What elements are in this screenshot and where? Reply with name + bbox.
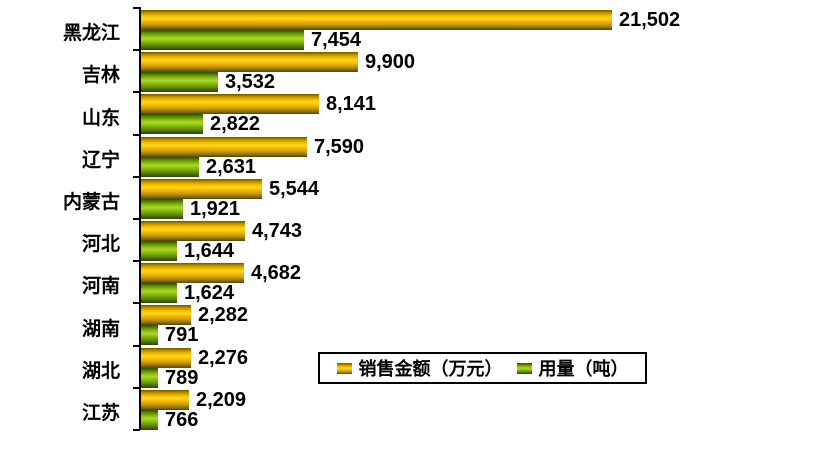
usage-bar bbox=[141, 156, 199, 177]
axis-tick bbox=[133, 260, 140, 263]
axis-tick bbox=[133, 175, 140, 178]
usage-value-label: 2,822 bbox=[210, 113, 261, 136]
category-label: 江苏 bbox=[81, 402, 120, 424]
sales-value-label: 9,900 bbox=[365, 51, 416, 74]
sales-bar bbox=[141, 347, 191, 368]
usage-bar bbox=[141, 198, 183, 219]
sales-value-label: 7,590 bbox=[314, 135, 365, 158]
usage-value-label: 1,921 bbox=[190, 197, 241, 220]
usage-bar bbox=[141, 409, 158, 430]
sales-legend-swatch-icon bbox=[336, 362, 352, 374]
usage-value-label: 1,624 bbox=[184, 282, 235, 305]
category-label: 内蒙古 bbox=[62, 191, 120, 213]
sales-bar bbox=[141, 178, 262, 199]
category-label: 湖南 bbox=[81, 318, 120, 340]
legend-label: 销售金额（万元） bbox=[358, 359, 503, 379]
category-label: 河北 bbox=[81, 234, 120, 256]
category-label: 山东 bbox=[81, 107, 120, 129]
sales-bar bbox=[141, 221, 245, 241]
usage-bar bbox=[141, 241, 177, 261]
sales-bar bbox=[141, 94, 319, 115]
usage-value-label: 766 bbox=[165, 408, 199, 431]
usage-bar bbox=[141, 283, 177, 304]
category-label: 辽宁 bbox=[81, 149, 120, 171]
category-label: 河南 bbox=[81, 276, 120, 298]
axis-tick bbox=[133, 133, 140, 136]
sales-value-label: 4,743 bbox=[252, 220, 303, 242]
sales-bar bbox=[141, 389, 189, 410]
usage-bar bbox=[141, 325, 158, 346]
category-label: 吉林 bbox=[81, 65, 120, 87]
usage-bar bbox=[141, 72, 218, 93]
axis-tick bbox=[133, 302, 140, 305]
legend-item: 销售金额（万元） bbox=[336, 355, 503, 381]
sales-value-label: 4,682 bbox=[251, 262, 302, 285]
usage-bar bbox=[141, 30, 304, 50]
legend-box: 销售金额（万元） 用量（吨） bbox=[318, 352, 647, 384]
axis-tick bbox=[133, 91, 140, 94]
legend-item: 用量（吨） bbox=[516, 355, 629, 381]
axis-tick bbox=[133, 49, 140, 52]
usage-value-label: 2,631 bbox=[206, 155, 257, 178]
sales-bar bbox=[141, 52, 358, 73]
sales-value-label: 21,502 bbox=[619, 9, 681, 31]
axis-tick bbox=[133, 344, 140, 347]
sales-value-label: 2,276 bbox=[198, 346, 249, 369]
sales-bar bbox=[141, 10, 612, 30]
axis-tick bbox=[133, 218, 140, 220]
sales-bar bbox=[141, 136, 307, 157]
legend-label: 用量（吨） bbox=[538, 359, 629, 379]
sales-value-label: 5,544 bbox=[269, 177, 320, 200]
sales-bar bbox=[141, 305, 191, 326]
usage-value-label: 1,644 bbox=[184, 240, 235, 262]
sales-value-label: 8,141 bbox=[326, 93, 377, 116]
sales-value-label: 2,209 bbox=[196, 388, 247, 411]
usage-value-label: 3,532 bbox=[225, 71, 276, 94]
usage-value-label: 789 bbox=[165, 366, 199, 389]
sales-value-label: 2,282 bbox=[198, 304, 249, 327]
usage-value-label: 791 bbox=[165, 324, 199, 347]
axis-tick bbox=[133, 7, 140, 9]
axis-tick bbox=[133, 386, 140, 389]
usage-value-label: 7,454 bbox=[311, 29, 362, 51]
category-label: 湖北 bbox=[81, 360, 120, 382]
usage-bar bbox=[141, 114, 203, 135]
y-axis-line bbox=[139, 7, 141, 430]
axis-tick bbox=[133, 429, 140, 431]
category-label: 黑龙江 bbox=[62, 23, 120, 45]
usage-legend-swatch-icon bbox=[516, 362, 532, 374]
sales-bar bbox=[141, 263, 244, 284]
usage-bar bbox=[141, 367, 158, 388]
